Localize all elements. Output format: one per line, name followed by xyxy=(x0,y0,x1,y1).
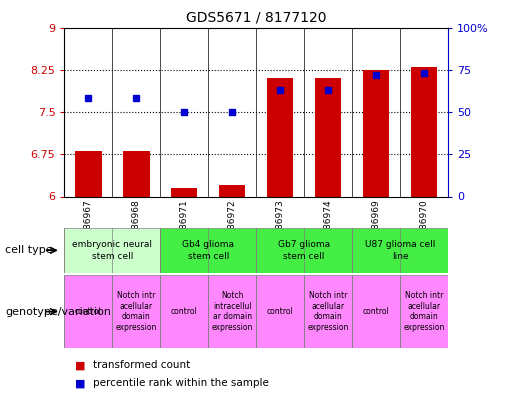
Text: control: control xyxy=(363,307,389,316)
Bar xyxy=(400,275,448,348)
Bar xyxy=(363,70,389,196)
Bar xyxy=(160,275,208,348)
Text: ■: ■ xyxy=(75,378,85,388)
Bar xyxy=(256,228,352,273)
Title: GDS5671 / 8177120: GDS5671 / 8177120 xyxy=(186,11,327,25)
Text: control: control xyxy=(267,307,294,316)
Bar xyxy=(75,151,101,196)
Bar xyxy=(112,275,160,348)
Bar xyxy=(208,275,256,348)
Text: Notch intr
acellular
domain
expression: Notch intr acellular domain expression xyxy=(403,291,445,332)
Text: Notch
intracellul
ar domain
expression: Notch intracellul ar domain expression xyxy=(212,291,253,332)
Bar xyxy=(267,78,294,196)
Bar xyxy=(64,228,160,273)
Bar xyxy=(304,275,352,348)
Text: control: control xyxy=(171,307,198,316)
Text: U87 glioma cell
line: U87 glioma cell line xyxy=(365,241,435,261)
Text: Notch intr
acellular
domain
expression: Notch intr acellular domain expression xyxy=(307,291,349,332)
Text: Notch intr
acellular
domain
expression: Notch intr acellular domain expression xyxy=(116,291,157,332)
Text: percentile rank within the sample: percentile rank within the sample xyxy=(93,378,269,388)
Text: genotype/variation: genotype/variation xyxy=(5,307,111,317)
Text: cell type: cell type xyxy=(5,245,53,255)
Bar xyxy=(352,275,400,348)
Bar xyxy=(256,275,304,348)
Bar xyxy=(411,67,437,196)
Text: Gb4 glioma
stem cell: Gb4 glioma stem cell xyxy=(182,241,234,261)
Bar xyxy=(315,78,341,196)
Bar xyxy=(219,185,246,196)
Bar xyxy=(160,228,256,273)
Text: Gb7 glioma
stem cell: Gb7 glioma stem cell xyxy=(278,241,330,261)
Text: transformed count: transformed count xyxy=(93,360,190,371)
Bar xyxy=(171,188,197,196)
Bar xyxy=(352,228,448,273)
Text: ■: ■ xyxy=(75,360,85,371)
Bar xyxy=(123,151,149,196)
Text: embryonic neural
stem cell: embryonic neural stem cell xyxy=(72,241,152,261)
Text: control: control xyxy=(75,307,102,316)
Bar xyxy=(64,275,112,348)
